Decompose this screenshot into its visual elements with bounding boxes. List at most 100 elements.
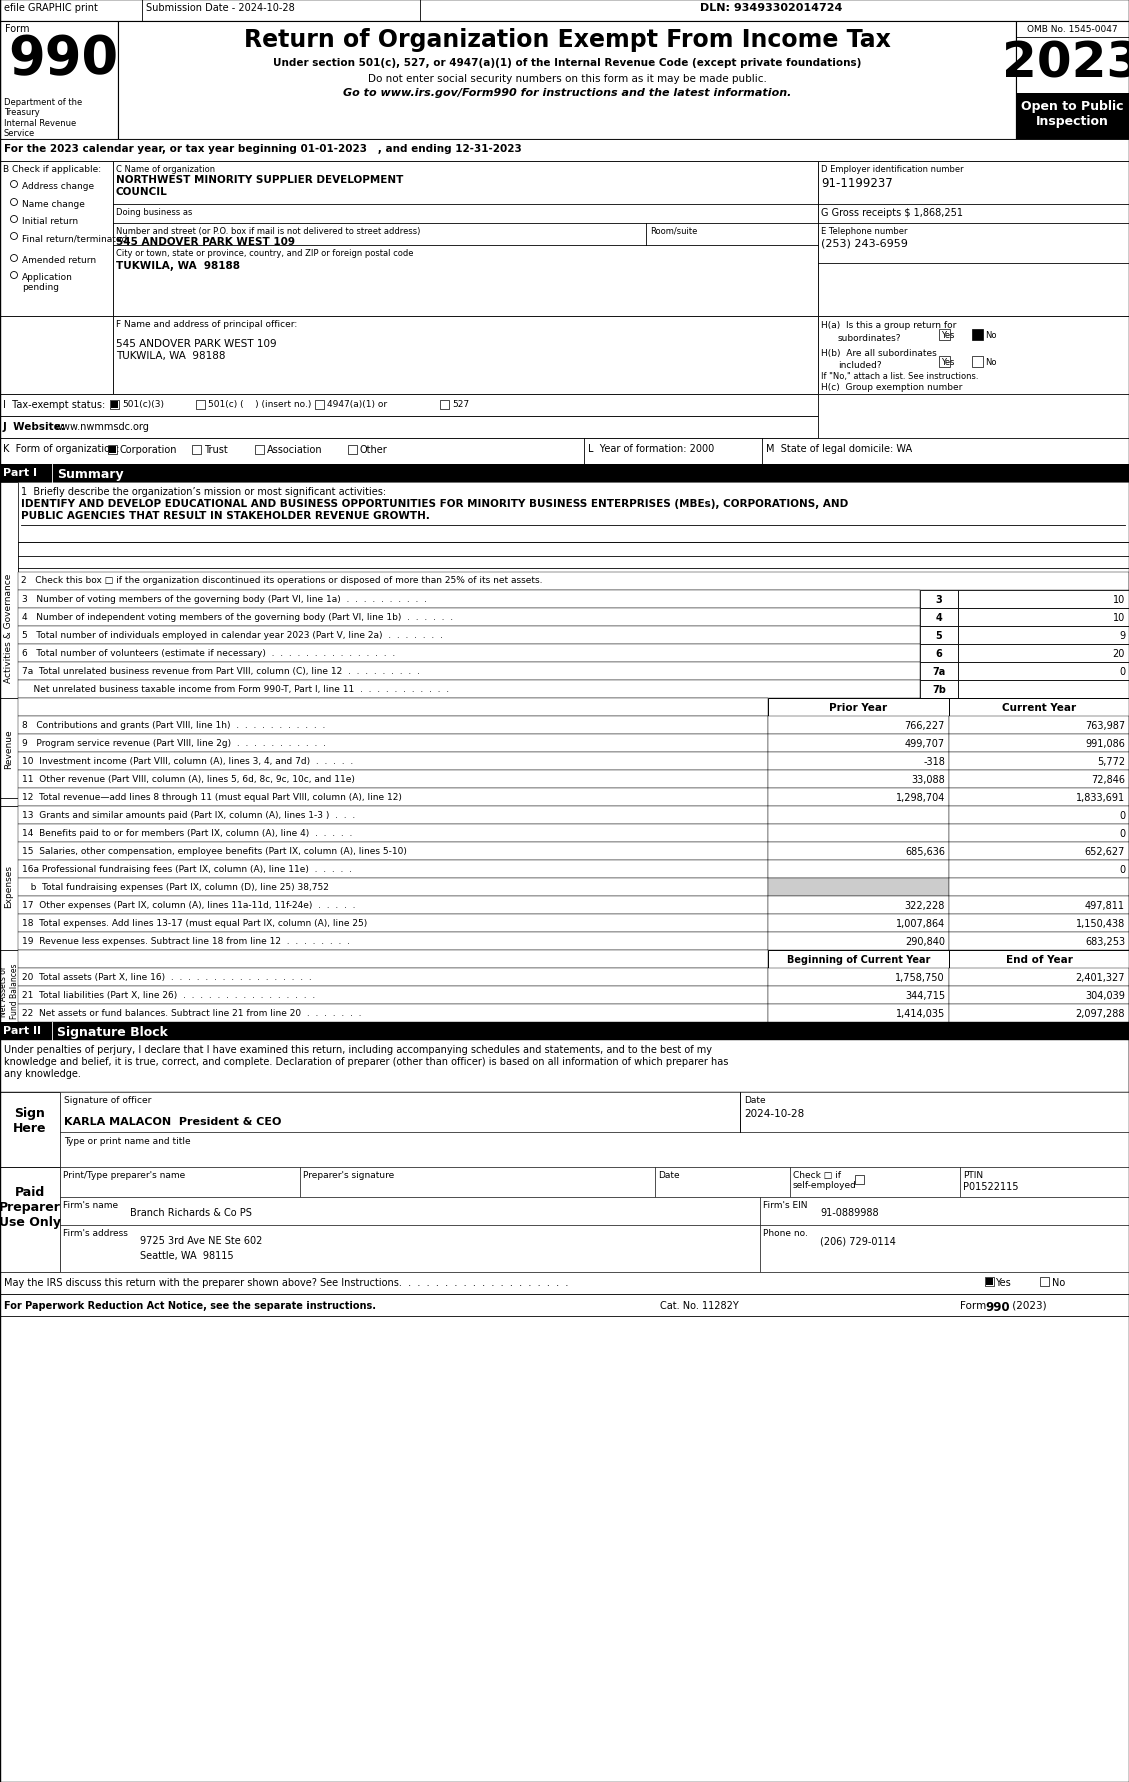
Bar: [939, 330, 949, 340]
Bar: [768, 861, 949, 879]
Bar: [0, 483, 18, 773]
Text: Seattle, WA  98115: Seattle, WA 98115: [140, 1251, 234, 1260]
Text: May the IRS discuss this return with the preparer shown above? See Instructions.: May the IRS discuss this return with the…: [5, 1278, 568, 1287]
Text: End of Year: End of Year: [1006, 955, 1073, 964]
Bar: [959, 590, 1129, 609]
Bar: [920, 681, 959, 699]
Bar: [768, 987, 949, 1005]
Text: Part I: Part I: [3, 467, 37, 478]
Text: Firm's name: Firm's name: [63, 1201, 119, 1210]
Bar: [0, 21, 119, 141]
Bar: [348, 446, 357, 454]
Text: No: No: [1052, 1278, 1066, 1287]
Text: Expenses: Expenses: [5, 864, 14, 909]
Text: Application
pending: Application pending: [21, 273, 73, 292]
Bar: [0, 317, 113, 396]
Text: 13  Grants and similar amounts paid (Part IX, column (A), lines 1-3 )  .  .  .: 13 Grants and similar amounts paid (Part…: [21, 811, 356, 820]
Bar: [315, 401, 324, 410]
Text: 5: 5: [936, 631, 943, 642]
Text: Check □ if
self-employed: Check □ if self-employed: [793, 1171, 857, 1190]
Bar: [768, 716, 949, 734]
Text: Form: Form: [960, 1301, 989, 1310]
Bar: [119, 21, 1016, 141]
Text: Paid
Preparer
Use Only: Paid Preparer Use Only: [0, 1185, 61, 1228]
Text: B Check if applicable:: B Check if applicable:: [3, 166, 102, 175]
Text: 344,715: 344,715: [904, 991, 945, 1000]
Text: 990: 990: [984, 1301, 1009, 1313]
Bar: [949, 1005, 1129, 1023]
Text: 72,846: 72,846: [1091, 775, 1124, 784]
Text: 9   Program service revenue (Part VIII, line 2g)  .  .  .  .  .  .  .  .  .  .  : 9 Program service revenue (Part VIII, li…: [21, 738, 326, 748]
Text: Signature Block: Signature Block: [56, 1025, 168, 1039]
Bar: [0, 1041, 1129, 1092]
Text: 5,772: 5,772: [1097, 757, 1124, 766]
Text: 3: 3: [936, 595, 943, 604]
Text: Trust: Trust: [204, 446, 228, 454]
Text: Other: Other: [360, 446, 387, 454]
Bar: [0, 162, 113, 317]
Text: ✓: ✓: [107, 446, 117, 454]
Bar: [949, 950, 1129, 968]
Bar: [18, 861, 768, 879]
Text: D Employer identification number: D Employer identification number: [821, 166, 964, 175]
Text: knowledge and belief, it is true, correct, and complete. Declaration of preparer: knowledge and belief, it is true, correc…: [5, 1057, 728, 1066]
Text: M  State of legal domicile: WA: M State of legal domicile: WA: [765, 444, 912, 454]
Text: 5   Total number of individuals employed in calendar year 2023 (Part V, line 2a): 5 Total number of individuals employed i…: [21, 631, 443, 640]
Text: Room/suite: Room/suite: [650, 226, 698, 235]
Text: Yes: Yes: [940, 331, 954, 340]
Text: If "No," attach a list. See instructions.: If "No," attach a list. See instructions…: [821, 372, 979, 381]
Text: Sign
Here: Sign Here: [14, 1107, 46, 1135]
Text: 1,007,864: 1,007,864: [895, 918, 945, 928]
Text: 14  Benefits paid to or for members (Part IX, column (A), line 4)  .  .  .  .  .: 14 Benefits paid to or for members (Part…: [21, 829, 352, 838]
Circle shape: [10, 233, 18, 241]
Text: 15  Salaries, other compensation, employee benefits (Part IX, column (A), lines : 15 Salaries, other compensation, employe…: [21, 846, 406, 855]
Text: Signature of officer: Signature of officer: [64, 1096, 151, 1105]
Text: NORTHWEST MINORITY SUPPLIER DEVELOPMENT
COUNCIL: NORTHWEST MINORITY SUPPLIER DEVELOPMENT …: [116, 175, 403, 196]
Bar: [18, 681, 920, 699]
Text: H(b)  Are all subordinates: H(b) Are all subordinates: [821, 349, 937, 358]
Bar: [949, 699, 1129, 716]
Bar: [768, 734, 949, 752]
Text: 9725 3rd Ave NE Ste 602: 9725 3rd Ave NE Ste 602: [140, 1235, 262, 1246]
Bar: [113, 162, 819, 317]
Text: Under section 501(c), 527, or 4947(a)(1) of the Internal Revenue Code (except pr: Under section 501(c), 527, or 4947(a)(1)…: [273, 59, 861, 68]
Bar: [18, 734, 768, 752]
Bar: [959, 681, 1129, 699]
Bar: [768, 843, 949, 861]
Bar: [920, 627, 959, 645]
Bar: [18, 843, 768, 861]
Bar: [960, 1167, 1129, 1198]
Bar: [768, 914, 949, 932]
Bar: [18, 663, 920, 681]
Text: 19  Revenue less expenses. Subtract line 18 from line 12  .  .  .  .  .  .  .  .: 19 Revenue less expenses. Subtract line …: [21, 937, 350, 946]
Bar: [768, 1005, 949, 1023]
Bar: [949, 879, 1129, 896]
Text: Yes: Yes: [940, 358, 954, 367]
Text: 20  Total assets (Part X, line 16)  .  .  .  .  .  .  .  .  .  .  .  .  .  .  . : 20 Total assets (Part X, line 16) . . . …: [21, 973, 312, 982]
Text: Amended return: Amended return: [21, 257, 96, 266]
Bar: [949, 789, 1129, 807]
Text: 9: 9: [1119, 631, 1124, 642]
Bar: [0, 0, 1129, 21]
Text: 685,636: 685,636: [905, 846, 945, 857]
Text: 1,758,750: 1,758,750: [895, 973, 945, 982]
Bar: [739, 1092, 1129, 1132]
Text: 21  Total liabilities (Part X, line 26)  .  .  .  .  .  .  .  .  .  .  .  .  .  : 21 Total liabilities (Part X, line 26) .…: [21, 991, 315, 1000]
Text: Open to Public
Inspection: Open to Public Inspection: [1021, 100, 1123, 128]
Bar: [949, 770, 1129, 789]
Text: 12  Total revenue—add lines 8 through 11 (must equal Part VIII, column (A), line: 12 Total revenue—add lines 8 through 11 …: [21, 793, 402, 802]
Bar: [18, 789, 768, 807]
Bar: [949, 807, 1129, 825]
Bar: [18, 896, 768, 914]
Bar: [192, 446, 201, 454]
Text: (253) 243-6959: (253) 243-6959: [821, 239, 908, 249]
Text: Number and street (or P.O. box if mail is not delivered to street address): Number and street (or P.O. box if mail i…: [116, 226, 420, 235]
Bar: [60, 1132, 1129, 1167]
Text: City or town, state or province, country, and ZIP or foreign postal code: City or town, state or province, country…: [116, 249, 413, 258]
Bar: [110, 447, 116, 454]
Text: Association: Association: [266, 446, 323, 454]
Text: Final return/terminated: Final return/terminated: [21, 233, 128, 242]
Bar: [768, 807, 949, 825]
Text: DLN: 93493302014724: DLN: 93493302014724: [700, 4, 842, 12]
Bar: [0, 699, 18, 798]
